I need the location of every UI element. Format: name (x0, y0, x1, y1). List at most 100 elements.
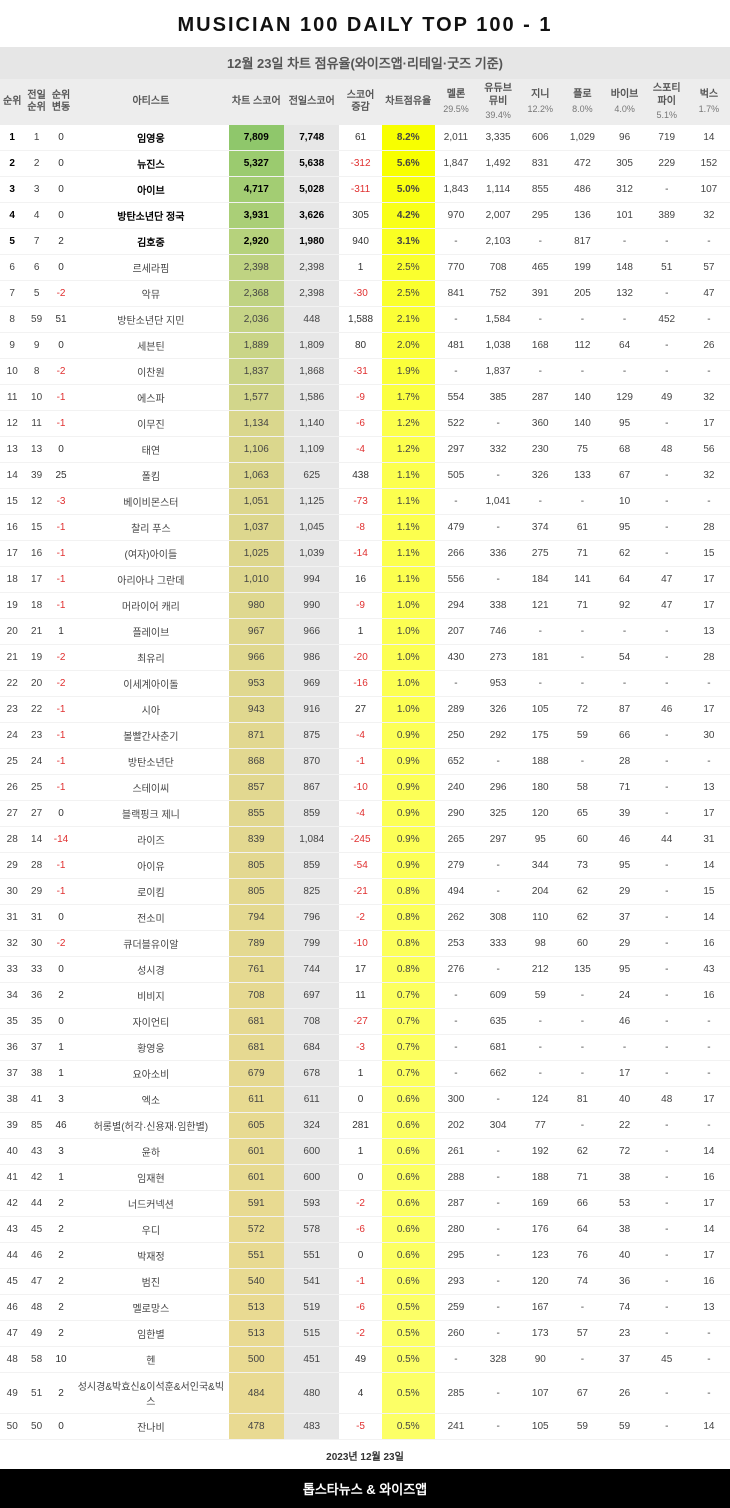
cell-p5: - (646, 1321, 688, 1347)
cell-prev: 47 (24, 1269, 48, 1295)
cell-chg: 3 (49, 1087, 73, 1113)
cell-p5: - (646, 957, 688, 983)
cell-share: 0.6% (382, 1191, 435, 1217)
table-row: 1110-1에스파1,5771,586-91.7%554385287140129… (0, 385, 730, 411)
cell-p2: 59 (519, 983, 561, 1009)
cell-p2: 105 (519, 1414, 561, 1440)
cell-rank: 2 (0, 151, 24, 177)
cell-share: 0.7% (382, 1061, 435, 1087)
cell-share: 0.8% (382, 905, 435, 931)
table-row: 36371황영웅681684-30.7%-681----- (0, 1035, 730, 1061)
cell-rank: 41 (0, 1165, 24, 1191)
cell-artist: 성시경&박효신&이석훈&서인국&빅스 (73, 1373, 228, 1414)
cell-p3: - (561, 749, 603, 775)
col-score: 차트 스코어 (229, 79, 284, 125)
cell-artist: 베이비몬스터 (73, 489, 228, 515)
cell-dscore: -10 (339, 775, 381, 801)
col-pscore: 전일스코어 (284, 79, 339, 125)
cell-share: 0.6% (382, 1217, 435, 1243)
cell-dscore: 281 (339, 1113, 381, 1139)
cell-share: 0.8% (382, 957, 435, 983)
cell-p0: 250 (435, 723, 477, 749)
cell-score: 611 (229, 1087, 284, 1113)
cell-chg: 0 (49, 1009, 73, 1035)
cell-prev: 30 (24, 931, 48, 957)
table-row: 143925폴킴1,0636254381.1%505-32613367-32 (0, 463, 730, 489)
cell-p5: - (646, 775, 688, 801)
cell-p3: 59 (561, 723, 603, 749)
cell-rank: 45 (0, 1269, 24, 1295)
cell-p6: - (688, 307, 730, 333)
cell-share: 0.6% (382, 1113, 435, 1139)
cell-share: 1.1% (382, 567, 435, 593)
cell-prev: 5 (24, 281, 48, 307)
cell-score: 871 (229, 723, 284, 749)
cell-share: 1.1% (382, 515, 435, 541)
table-row: 1716-1(여자)아이들1,0251,039-141.1%2663362757… (0, 541, 730, 567)
cell-prev: 1 (24, 125, 48, 151)
cell-dscore: 438 (339, 463, 381, 489)
cell-share: 1.1% (382, 541, 435, 567)
cell-p2: - (519, 307, 561, 333)
cell-pscore: 480 (284, 1373, 339, 1414)
cell-artist: 성시경 (73, 957, 228, 983)
cell-p2: - (519, 489, 561, 515)
cell-pscore: 600 (284, 1165, 339, 1191)
cell-pscore: 2,398 (284, 255, 339, 281)
cell-prev: 6 (24, 255, 48, 281)
cell-p4: - (604, 359, 646, 385)
cell-p3: 58 (561, 775, 603, 801)
cell-p5: 719 (646, 125, 688, 151)
cell-p4: 72 (604, 1139, 646, 1165)
cell-score: 478 (229, 1414, 284, 1440)
cell-p6: 13 (688, 619, 730, 645)
cell-p2: 120 (519, 1269, 561, 1295)
cell-prev: 9 (24, 333, 48, 359)
cell-p4: 40 (604, 1243, 646, 1269)
cell-p2: 188 (519, 1165, 561, 1191)
cell-p6: 17 (688, 801, 730, 827)
col-p5: 스포티 파이5.1% (646, 79, 688, 125)
cell-p2: 374 (519, 515, 561, 541)
cell-p6: 16 (688, 1165, 730, 1191)
cell-p2: 167 (519, 1295, 561, 1321)
cell-p5: 47 (646, 567, 688, 593)
cell-p5: - (646, 619, 688, 645)
cell-prev: 7 (24, 229, 48, 255)
cell-p1: 953 (477, 671, 519, 697)
cell-artist: 이찬원 (73, 359, 228, 385)
cell-rank: 34 (0, 983, 24, 1009)
table-row: 1211-1이무진1,1341,140-61.2%522-36014095-17 (0, 411, 730, 437)
cell-p2: 105 (519, 697, 561, 723)
cell-chg: -1 (49, 775, 73, 801)
cell-score: 1,010 (229, 567, 284, 593)
cell-score: 679 (229, 1061, 284, 1087)
cell-p0: - (435, 359, 477, 385)
cell-p0: 280 (435, 1217, 477, 1243)
cell-p0: 652 (435, 749, 477, 775)
cell-p3: - (561, 619, 603, 645)
cell-score: 513 (229, 1321, 284, 1347)
cell-p5: 229 (646, 151, 688, 177)
cell-share: 4.2% (382, 203, 435, 229)
cell-rank: 12 (0, 411, 24, 437)
cell-pscore: 825 (284, 879, 339, 905)
cell-p1: 635 (477, 1009, 519, 1035)
cell-p6: - (688, 1035, 730, 1061)
cell-share: 1.0% (382, 671, 435, 697)
cell-artist: 너드커넥션 (73, 1191, 228, 1217)
page-title: MUSICIAN 100 DAILY TOP 100 - 1 (0, 0, 730, 47)
cell-p5: - (646, 723, 688, 749)
cell-p1: - (477, 1191, 519, 1217)
col-p3: 플로8.0% (561, 79, 603, 125)
cell-p2: - (519, 229, 561, 255)
cell-p0: 261 (435, 1139, 477, 1165)
cell-score: 1,837 (229, 359, 284, 385)
cell-rank: 7 (0, 281, 24, 307)
table-row: 2322-1시아943916271.0%28932610572874617 (0, 697, 730, 723)
cell-artist: 블랙핑크 제니 (73, 801, 228, 827)
table-row: 13130태연1,1061,109-41.2%29733223075684856 (0, 437, 730, 463)
cell-dscore: -1 (339, 1269, 381, 1295)
cell-rank: 35 (0, 1009, 24, 1035)
cell-prev: 4 (24, 203, 48, 229)
